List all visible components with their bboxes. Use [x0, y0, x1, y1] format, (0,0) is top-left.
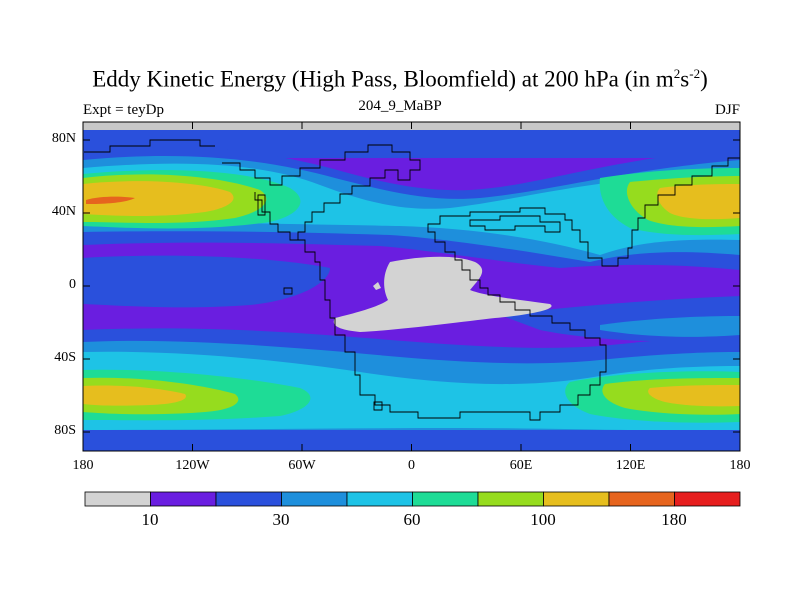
colorbar-box-5: [412, 491, 479, 507]
map-field: [83, 122, 740, 451]
colorbar-box-1: [150, 491, 217, 507]
colorbar-box-9: [674, 491, 741, 507]
lon-label-60w: 60W: [288, 458, 316, 473]
lat-label-40s: 40S: [54, 350, 76, 365]
colorbar: [84, 491, 741, 507]
colorbar-box-6: [477, 491, 544, 507]
colorbar-box-7: [543, 491, 610, 507]
lon-label-120e: 120E: [615, 458, 646, 473]
run-label: 204_9_MaBP: [358, 98, 442, 114]
colorbar-box-3: [281, 491, 348, 507]
colorbar-label-100: 100: [530, 510, 556, 529]
lon-label-180e: 180: [729, 458, 751, 473]
lat-label-eq: 0: [69, 277, 76, 292]
lat-label-80s: 80S: [54, 423, 76, 438]
lat-label-40n: 40N: [51, 204, 76, 219]
experiment-label: Expt = teyDp: [83, 102, 164, 118]
lon-label-0: 0: [408, 458, 415, 473]
plot-title: Eddy Kinetic Energy (High Pass, Bloomfie…: [92, 66, 708, 92]
colorbar-box-4: [346, 491, 413, 507]
lon-label-180w: 180: [72, 458, 94, 473]
colorbar-box-0: [84, 491, 151, 507]
coastline: [84, 139, 740, 421]
colorbar-label-60: 60: [403, 510, 421, 529]
axis-ticks: [82, 122, 741, 451]
colorbar-label-10: 10: [141, 510, 159, 529]
season-label: DJF: [714, 102, 740, 118]
lon-label-60e: 60E: [509, 458, 533, 473]
colorbar-box-2: [215, 491, 282, 507]
colorbar-box-8: [608, 491, 675, 507]
colorbar-label-30: 30: [272, 510, 290, 529]
lat-label-80n: 80N: [51, 131, 76, 146]
lon-label-120w: 120W: [175, 458, 210, 473]
colorbar-label-180: 180: [661, 510, 687, 529]
